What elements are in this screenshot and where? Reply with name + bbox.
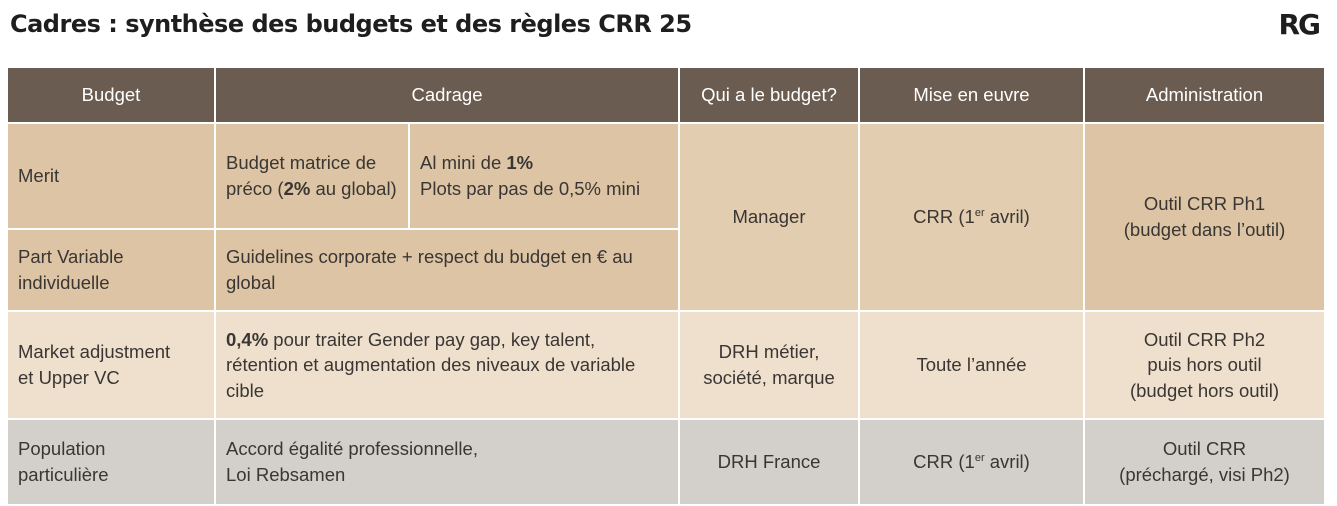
header-cadrage: Cadrage xyxy=(214,66,680,124)
cell-market-cadrage: 0,4% pour traiter Gender pay gap, key ta… xyxy=(214,310,680,420)
cell-population-qui: DRH France xyxy=(678,418,860,506)
cell-population-admin: Outil CRR (préchargé, visi Ph2) xyxy=(1083,418,1326,506)
table-row-population: Population particulière Accord égalité pr… xyxy=(6,418,1326,506)
cell-merit-pv-mise: CRR (1er avril) xyxy=(858,122,1085,312)
budget-summary-table: Budget Cadrage Qui a le budget? Mise en … xyxy=(6,66,1326,506)
cell-merit-pv-qui: Manager xyxy=(678,122,860,312)
cell-population-mise: CRR (1er avril) xyxy=(858,418,1085,506)
table-header-row: Budget Cadrage Qui a le budget? Mise en … xyxy=(6,66,1326,124)
cell-market-qui: DRH métier, société, marque xyxy=(678,310,860,420)
header-mise: Mise en euvre xyxy=(858,66,1085,124)
cell-market-admin: Outil CRR Ph2 puis hors outil (budget hors… xyxy=(1083,310,1326,420)
table-row-part-variable: Part Variable individuelle Guidelines cor… xyxy=(6,228,1325,312)
rg-logo: RG xyxy=(1278,8,1321,41)
header-budget: Budget xyxy=(6,66,216,124)
cell-pv-cadrage: Guidelines corporate + respect du budget… xyxy=(214,228,680,312)
cell-pv-budget: Part Variable individuelle xyxy=(6,228,216,312)
header-qui: Qui a le budget? xyxy=(678,66,860,124)
cell-merit-pv-admin: Outil CRR Ph1 (budget dans l’outil) xyxy=(1083,122,1326,312)
table-row-merit: Merit Budget matrice de préco (2% au glo… xyxy=(6,122,1326,312)
cell-merit-cadrage-matrix: Budget matrice de préco (2% au global) xyxy=(214,122,410,230)
cell-merit-cadrage-minimum: Al mini de 1% Plots par pas de 0,5% mini xyxy=(408,122,680,230)
cell-market-mise: Toute l’année xyxy=(858,310,1085,420)
header-admin: Administration xyxy=(1083,66,1326,124)
cell-market-budget: Market adjustment et Upper VC xyxy=(6,310,216,420)
table-row-market: Market adjustment et Upper VC 0,4% pour t… xyxy=(6,310,1326,420)
cell-population-cadrage: Accord égalité professionnelle, Loi Rebsa… xyxy=(214,418,680,506)
cell-merit-budget: Merit xyxy=(6,122,216,230)
page-title: Cadres : synthèse des budgets et des règ… xyxy=(10,10,692,38)
cell-population-budget: Population particulière xyxy=(6,418,216,506)
